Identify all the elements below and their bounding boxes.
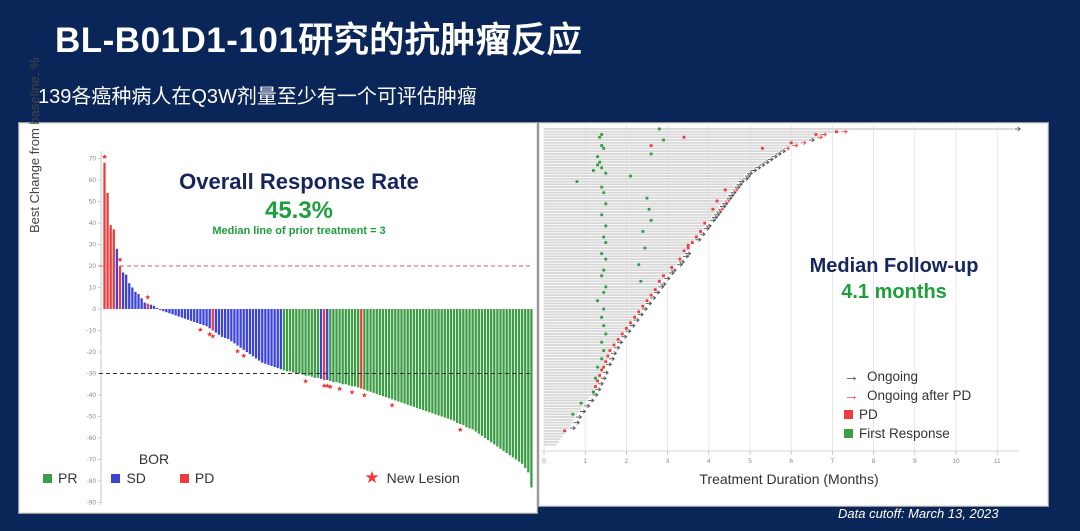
svg-text:7: 7 <box>831 458 835 465</box>
svg-text:3: 3 <box>666 458 670 465</box>
svg-text:-40: -40 <box>87 392 97 399</box>
legend-item-ongoing-label: Ongoing <box>867 369 919 384</box>
new-lesion-marker: ★ <box>101 153 107 161</box>
new-lesion-marker: ★ <box>302 378 308 386</box>
svg-text:9: 9 <box>913 458 917 465</box>
legend-item-sd: SD <box>111 470 146 486</box>
black-arrow-icon: → <box>844 367 859 385</box>
svg-text:1: 1 <box>583 458 587 465</box>
new-lesion-marker: ★ <box>207 330 213 338</box>
pd-event-square-icon <box>844 410 853 419</box>
page-title: BL-B01D1-101研究的抗肿瘤反应 <box>55 21 583 60</box>
median-followup-value: 4.1 months <box>841 281 947 303</box>
new-lesion-marker: ★ <box>197 326 203 334</box>
svg-text:20: 20 <box>89 263 97 270</box>
new-lesion-marker: ★ <box>336 385 342 393</box>
legend-item-pd-label: PD <box>194 470 215 486</box>
svg-text:30: 30 <box>89 242 97 249</box>
svg-text:60: 60 <box>89 177 97 184</box>
pd-square-icon <box>179 473 189 483</box>
new-lesion-marker: ★ <box>324 382 330 390</box>
legend-item-pr: PR <box>43 470 77 486</box>
swimmer-legend: → Ongoing → Ongoing after PD PD First Re… <box>844 367 971 443</box>
legend-item-ongoing-after-pd: → Ongoing after PD <box>844 386 971 405</box>
legend-item-first-response-label: First Response <box>859 426 950 441</box>
legend-item-pd: PD <box>179 470 215 486</box>
new-lesion-marker: ★ <box>117 256 123 264</box>
svg-text:50: 50 <box>89 199 97 206</box>
waterfall-chart-panel: 70 60 50 40 30 20 10 0 -10 -20 -30 -40 -50 -60 -70 -80 -… <box>18 57 538 514</box>
legend-item-ongoing: → Ongoing <box>844 367 971 386</box>
swimmer-x-axis-label: Treatment Duration (Months) <box>699 471 879 487</box>
new-lesion-marker: ★ <box>457 426 463 434</box>
first-response-square-icon <box>844 429 853 438</box>
svg-text:0: 0 <box>92 306 96 313</box>
svg-text:-90: -90 <box>87 500 97 507</box>
new-lesion-star-icon: ★ <box>364 468 380 487</box>
legend-item-first-response: First Response <box>844 424 971 443</box>
pr-square-icon <box>43 473 52 483</box>
svg-text:6: 6 <box>789 458 793 465</box>
svg-text:2: 2 <box>625 458 629 465</box>
legend-item-sd-label: SD <box>126 470 146 486</box>
new-lesion-marker: ★ <box>321 382 327 390</box>
legend-item-pd-event: PD <box>844 405 971 424</box>
new-lesion-marker: ★ <box>389 401 395 409</box>
median-followup-title: Median Follow-up <box>809 255 979 277</box>
svg-text:-30: -30 <box>87 371 97 378</box>
legend-item-ongoing-after-pd-label: Ongoing after PD <box>867 388 972 403</box>
svg-text:-20: -20 <box>87 349 97 356</box>
new-lesion-marker: ★ <box>234 348 240 356</box>
swimmer-chart-svg: 0 1 2 3 4 5 6 7 8 9 10 11 <box>541 125 1021 465</box>
svg-text:70: 70 <box>89 156 97 163</box>
legend-item-pd-event-label: PD <box>859 407 878 422</box>
svg-text:4: 4 <box>707 458 711 465</box>
legend-item-new-lesion-label: New Lesion <box>386 470 460 486</box>
orr-value: 45.3% <box>264 197 334 224</box>
new-lesion-marker: ★ <box>145 294 151 302</box>
legend-item-new-lesion: ★ New Lesion <box>364 468 460 487</box>
new-lesion-marker: ★ <box>349 388 355 396</box>
svg-text:5: 5 <box>748 458 752 465</box>
data-cutoff-note: Data cutoff: March 13, 2023 <box>838 506 999 521</box>
page-subtitle: 139各癌种病人在Q3W剂量至少有一个可评估肿瘤 <box>38 86 477 108</box>
svg-text:-70: -70 <box>87 457 97 464</box>
waterfall-y-axis-label: Best Change from baseline, % <box>27 57 42 233</box>
waterfall-chart-svg: 70 60 50 40 30 20 10 0 -10 -20 -30 -40 -50 -60 -70 -80 -… <box>87 151 533 507</box>
orr-note: Median line of prior treatment = 3 <box>212 225 386 237</box>
swimmer-chart-panel: 0 1 2 3 4 5 6 7 8 9 10 11 Median Follow-up 4.1 mont… <box>538 122 1049 507</box>
new-lesion-marker: ★ <box>210 333 216 341</box>
bor-legend-title: BOR <box>138 451 170 467</box>
svg-text:0: 0 <box>542 458 546 465</box>
svg-text:10: 10 <box>952 458 960 465</box>
svg-text:-10: -10 <box>87 328 97 335</box>
svg-text:10: 10 <box>89 285 97 292</box>
red-arrow-icon: → <box>844 386 859 404</box>
orr-title: Overall Response Rate <box>179 169 419 194</box>
svg-text:11: 11 <box>994 458 1001 465</box>
svg-text:-50: -50 <box>87 414 97 421</box>
legend-item-pr-label: PR <box>58 470 78 486</box>
new-lesion-marker: ★ <box>361 392 367 400</box>
sd-square-icon <box>111 473 121 483</box>
new-lesion-marker: ★ <box>241 352 247 360</box>
svg-text:40: 40 <box>89 220 97 227</box>
new-lesion-marker: ★ <box>327 383 333 391</box>
waterfall-bars <box>103 162 533 488</box>
swimmer-bars <box>544 126 1021 446</box>
svg-text:-60: -60 <box>87 435 97 442</box>
svg-text:8: 8 <box>872 458 876 465</box>
svg-text:-80: -80 <box>87 478 97 485</box>
bor-legend: PR SD PD ★ New Lesion <box>43 468 523 487</box>
